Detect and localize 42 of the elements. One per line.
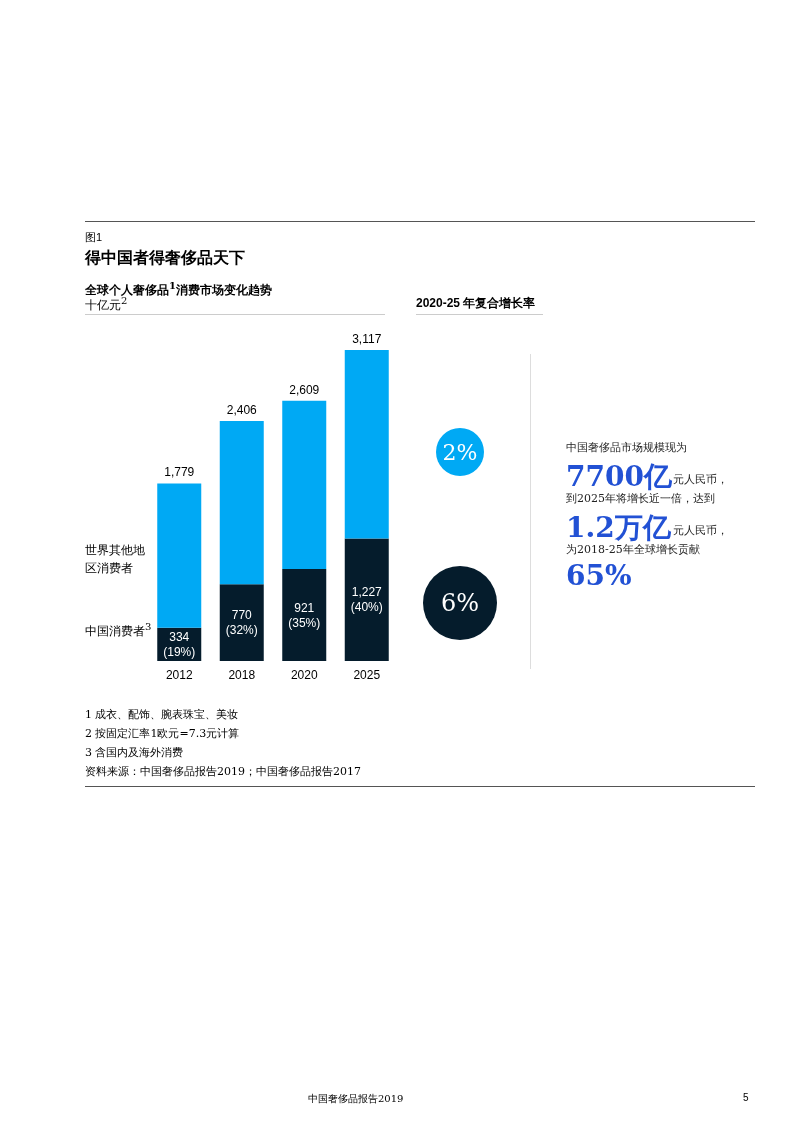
text: 资料来源：中国奢侈品报告2019；中国奢侈品报告2017 [85,764,361,779]
bar [219,420,264,585]
total-label: 2,609 [289,382,320,397]
bar [282,400,327,570]
text: 5 [743,1092,749,1103]
data-label: 1,227 (40%) [350,585,383,615]
x-tick-label: 2020 [290,668,318,682]
caption: 图1 [85,230,103,245]
total-label: 1,779 [164,465,195,480]
series-label: 世界其他地区消费者 [85,542,146,577]
series-label: 中国消费者$^{3}$ [85,621,152,640]
bar [344,350,389,539]
chart-subtitle: 全球个人奢侈品$^{1}$消费市场变化趋势 [85,280,272,297]
circle-badge: 6% [423,566,497,640]
total-label: 3,117 [352,332,382,346]
x-tick-label: 2025 [353,668,381,682]
text: 65% [566,559,632,592]
text: 2020-25 年复合增长率 [416,295,536,312]
total-label: 2,406 [226,402,258,417]
text: 为2018-25年全球增长贡献 [566,542,700,557]
text: 1 成衣、配饰、腕表珠宝、美妆 [85,707,239,722]
bar [219,584,264,661]
text: 元人民币， [673,472,728,487]
text: 中国奢侈品报告2019 [308,1092,404,1106]
x-tick-label: 2018 [228,668,256,682]
bar [157,483,202,628]
text: 元人民币， [673,523,728,538]
circle-badge: 2% [436,428,484,476]
bar [344,538,389,661]
y-axis-title: 十亿元$^{2}$ [85,295,128,312]
data-label: 921 (35%) [288,600,321,630]
chart-title: 得中国者得奢侈品天下 [85,248,245,269]
text: 2 按固定汇率1欧元=7.3元计算 [85,726,240,741]
data-label: 770 (32%) [225,608,258,638]
text: 3 含国内及海外消费 [85,745,184,760]
x-tick-label: 2012 [165,668,193,682]
text: 1.2万亿 [566,510,671,544]
text: 到2025年将增长近一倍，达到 [566,491,715,506]
data-label: 334 (19%) [163,629,196,659]
bar [282,569,327,661]
text: 中国奢侈品市场规模现为 [566,440,687,455]
text: 7700亿 [566,459,672,493]
